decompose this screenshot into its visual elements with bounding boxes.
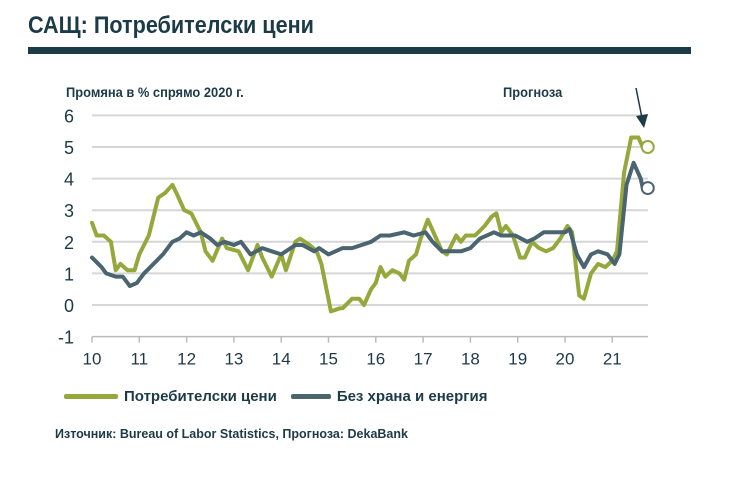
x-tick-label: 17 bbox=[414, 350, 433, 369]
forecast-point bbox=[640, 140, 655, 154]
forecast-point bbox=[640, 181, 655, 196]
legend-label-cpi: Потребителски цени bbox=[124, 388, 277, 405]
x-tick-label: 13 bbox=[224, 350, 243, 369]
y-tick-label: 3 bbox=[64, 201, 74, 221]
forecast-label: Прогноза bbox=[503, 84, 563, 100]
y-tick-label: 6 bbox=[64, 106, 74, 126]
y-tick-label: 0 bbox=[64, 296, 74, 316]
y-tick-label: 2 bbox=[64, 233, 74, 253]
legend-swatch-cpi bbox=[64, 394, 118, 399]
source-note: Източник: Bureau of Labor Statistics, Пр… bbox=[55, 427, 408, 441]
legend-item-cpi: Потребителски цени bbox=[64, 388, 277, 405]
x-tick-label: 19 bbox=[508, 350, 527, 369]
x-tick-label: 11 bbox=[130, 350, 148, 369]
legend-item-core: Без храна и енергия bbox=[290, 388, 488, 405]
y-tick-label: 1 bbox=[64, 264, 74, 284]
x-tick-label: 16 bbox=[366, 350, 385, 369]
legend-label-core: Без храна и енергия bbox=[336, 388, 488, 405]
forecast-arrow bbox=[635, 87, 643, 119]
y-axis-label: Промяна в % спрямо 2020 г. bbox=[66, 84, 244, 100]
title-divider bbox=[28, 47, 691, 54]
x-tick-label: 21 bbox=[603, 350, 622, 369]
y-tick-label: 4 bbox=[64, 170, 74, 190]
x-tick-label: 12 bbox=[177, 350, 196, 369]
x-tick-label: 15 bbox=[319, 350, 338, 369]
x-tick-label: 10 bbox=[83, 350, 102, 369]
x-tick-label: 14 bbox=[272, 350, 291, 369]
series-line-cpi bbox=[90, 135, 641, 314]
page-title: САЩ: Потребителски цени bbox=[28, 12, 314, 39]
x-tick-label: 18 bbox=[461, 350, 480, 369]
y-tick-label: 5 bbox=[64, 138, 74, 158]
arrow-head-icon bbox=[636, 114, 648, 128]
legend: Потребителски цени Без храна и енергия bbox=[64, 388, 502, 405]
legend-swatch-core bbox=[290, 394, 331, 399]
series-line-core bbox=[90, 160, 643, 288]
y-tick-label: -1 bbox=[58, 328, 74, 348]
x-tick-label: 20 bbox=[556, 350, 575, 369]
